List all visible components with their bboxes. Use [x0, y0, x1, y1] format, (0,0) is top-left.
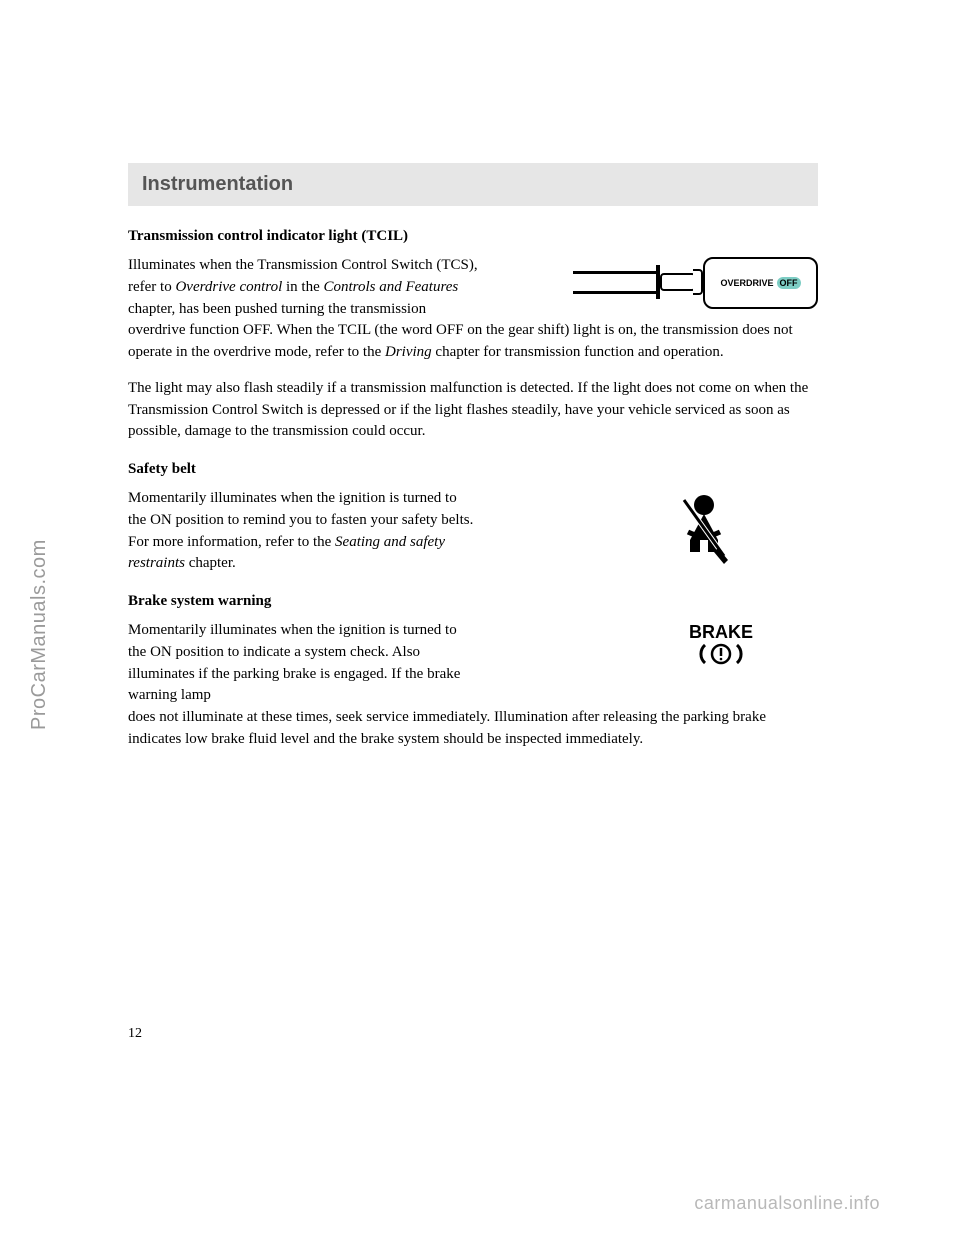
off-badge: OFF — [777, 277, 801, 289]
page-number: 12 — [128, 1026, 142, 1042]
shaft-line-2 — [573, 291, 658, 294]
connector-1 — [660, 273, 696, 291]
text-span: chapter, has been pushed turning the tra… — [128, 301, 426, 317]
tcil-para1-narrow: Illuminates when the Transmission Contro… — [128, 255, 478, 320]
sidebar-watermark: ProCarManuals.com — [28, 539, 51, 730]
text-span: chapter. — [185, 555, 236, 571]
safety-para1: Momentarily illuminates when the ignitio… — [128, 488, 478, 575]
overdrive-label: OVERDRIVE — [720, 278, 773, 288]
section-tcil: Transmission control indicator light (TC… — [128, 228, 818, 443]
tcil-para2: The light may also flash steadily if a t… — [128, 378, 818, 443]
tcil-para1-wide: overdrive function OFF. When the TCIL (t… — [128, 320, 818, 364]
brake-label: BRAKE — [689, 622, 753, 643]
section-safety: Safety belt Momentarily illuminates when… — [128, 461, 818, 575]
tcil-content: OVERDRIVE OFF Illuminates when the Trans… — [128, 255, 818, 320]
safety-title: Safety belt — [128, 461, 818, 478]
brake-para1-narrow: Momentarily illuminates when the ignitio… — [128, 620, 478, 707]
header-band: Instrumentation — [128, 163, 818, 206]
overdrive-figure: OVERDRIVE OFF — [573, 255, 818, 325]
brake-para1-wide: does not illuminate at these times, seek… — [128, 707, 818, 751]
text-italic: Overdrive control — [175, 279, 282, 295]
text-span: chapter for transmission function and op… — [432, 344, 724, 360]
text-italic: Controls and Features — [324, 279, 459, 295]
brake-icon-figure: BRAKE — [689, 622, 753, 665]
brake-content: BRAKE Momentarily illuminates when the i… — [128, 620, 818, 707]
brake-title: Brake system warning — [128, 593, 818, 610]
safety-content: Momentarily illuminates when the ignitio… — [128, 488, 818, 575]
safety-belt-icon — [670, 492, 738, 570]
overdrive-face: OVERDRIVE OFF — [703, 257, 818, 309]
tcil-title: Transmission control indicator light (TC… — [128, 228, 818, 245]
brake-warning-icon — [689, 643, 753, 665]
section-brake: Brake system warning BRAKE Momentarily i… — [128, 593, 818, 751]
text-italic: Driving — [385, 344, 432, 360]
page-content: Instrumentation Transmission control ind… — [128, 163, 818, 769]
bottom-watermark: carmanualsonline.info — [694, 1193, 880, 1214]
text-span: in the — [282, 279, 323, 295]
connector-2 — [693, 269, 703, 295]
chapter-title: Instrumentation — [142, 173, 804, 196]
shaft-line-1 — [573, 271, 658, 274]
